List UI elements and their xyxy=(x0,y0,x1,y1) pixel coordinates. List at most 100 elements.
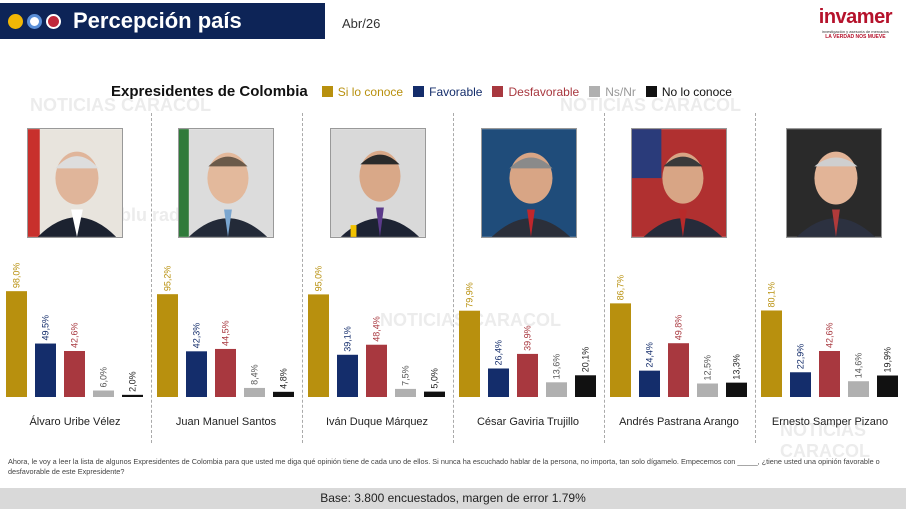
category-label: Ernesto Samper Pizano xyxy=(771,416,889,428)
data-label: 5,0% xyxy=(430,368,440,389)
bar-no-lo-conoce xyxy=(273,391,294,397)
legend-item: Si lo conoce xyxy=(321,84,404,99)
category-label: César Gaviria Trujillo xyxy=(476,416,580,428)
data-label: 80,1% xyxy=(767,282,777,308)
bar-favorable xyxy=(186,351,207,397)
legend-label: Desfavorable xyxy=(508,84,580,99)
bar-favorable xyxy=(639,370,660,397)
data-label: 39,9% xyxy=(523,325,533,351)
legend-swatch xyxy=(413,86,425,97)
report-date: Abr/26 xyxy=(342,16,381,31)
data-label: 98,0% xyxy=(12,263,22,289)
data-label: 8,4% xyxy=(250,364,260,385)
data-label: 44,5% xyxy=(221,320,231,346)
bar-favorable xyxy=(488,368,509,397)
bar-no-lo-conoce xyxy=(726,382,747,397)
data-label: 7,5% xyxy=(401,365,411,386)
bar-no-lo-conoce xyxy=(424,391,445,397)
data-label: 19,9% xyxy=(883,347,893,373)
legend-item: No lo conoce xyxy=(645,84,732,99)
logo-name: invamer xyxy=(818,6,893,28)
bar-desfavorable xyxy=(517,353,538,397)
data-label: 39,1% xyxy=(343,326,353,352)
data-label: 12,5% xyxy=(703,355,713,381)
bar-si-lo-conoce xyxy=(157,294,178,397)
logo-slogan: LA VERDAD NOS MUEVE xyxy=(825,34,886,40)
white-dot-icon xyxy=(27,13,42,29)
data-label: 86,7% xyxy=(616,275,626,301)
bar-no-lo-conoce xyxy=(575,375,596,397)
yellow-dot-icon xyxy=(8,13,23,29)
logo-tagline: investigación y asesoría de mercados xyxy=(821,29,889,34)
bar-ns-nr xyxy=(93,390,114,397)
data-label: 42,3% xyxy=(192,323,202,349)
column-divider xyxy=(453,113,454,443)
portrait-illustration xyxy=(28,129,122,237)
legend-item: Desfavorable xyxy=(492,85,579,99)
data-label: 49,5% xyxy=(41,315,51,341)
data-label: 22,9% xyxy=(796,344,806,370)
category-label: Juan Manuel Santos xyxy=(175,416,277,428)
bar-favorable xyxy=(790,372,811,397)
legend-label: Favorable xyxy=(429,84,483,99)
portrait-photo xyxy=(27,128,123,238)
legend-item: Ns/Nr xyxy=(589,85,636,99)
page-title: Percepción país xyxy=(73,8,242,33)
portrait-photo xyxy=(178,128,274,238)
footer-base-note: Base: 3.800 encuestados, margen de error… xyxy=(0,488,906,509)
column-divider xyxy=(604,113,605,443)
bar-desfavorable xyxy=(819,350,840,397)
column-divider xyxy=(755,113,756,443)
data-label: 20,1% xyxy=(581,347,591,373)
bar-si-lo-conoce xyxy=(459,310,480,397)
data-label: 24,4% xyxy=(645,342,655,368)
legend-item: Favorable xyxy=(413,85,482,99)
portrait-photo xyxy=(330,128,426,238)
legend-label: Ns/Nr xyxy=(605,84,636,99)
data-label: 13,6% xyxy=(552,354,562,380)
portrait-illustration xyxy=(179,129,273,237)
bar-ns-nr xyxy=(848,381,869,397)
portrait-photo xyxy=(786,128,882,238)
bar-ns-nr xyxy=(395,388,416,397)
data-label: 4,8% xyxy=(279,368,289,389)
data-label: 48,4% xyxy=(372,316,382,342)
legend-label: Si lo conoce xyxy=(337,84,404,99)
data-label: 42,6% xyxy=(70,322,80,348)
data-label: 79,9% xyxy=(465,282,475,308)
bar-desfavorable xyxy=(668,343,689,397)
invamer-logo: invamer investigación y asesoría de merc… xyxy=(818,6,893,40)
portrait-illustration xyxy=(787,129,881,237)
bar-si-lo-conoce xyxy=(308,294,329,397)
category-label: Álvaro Uribe Vélez xyxy=(29,416,121,428)
data-label: 42,6% xyxy=(825,322,835,348)
legend-swatch xyxy=(645,86,657,97)
chart-legend: Expresidentes de Colombia Si lo conoce F… xyxy=(111,83,742,100)
legend-label: No lo conoce xyxy=(661,84,732,99)
data-label: 6,0% xyxy=(99,367,109,388)
bar-ns-nr xyxy=(697,383,718,397)
data-label: 14,6% xyxy=(854,353,864,379)
data-label: 95,2% xyxy=(163,266,173,292)
data-label: 13,3% xyxy=(732,354,742,380)
data-label: 26,4% xyxy=(494,340,504,366)
bar-ns-nr xyxy=(244,387,265,397)
portrait-illustration xyxy=(482,129,576,237)
portrait-photo xyxy=(481,128,577,238)
legend-swatch xyxy=(492,86,504,97)
portrait-illustration xyxy=(331,129,425,237)
bar-ns-nr xyxy=(546,382,567,397)
bar-desfavorable xyxy=(366,344,387,397)
bar-si-lo-conoce xyxy=(761,310,782,397)
bar-desfavorable xyxy=(64,350,85,397)
watermark: NOTICIAS CARACOL xyxy=(380,310,561,330)
portrait-illustration xyxy=(632,129,726,237)
category-label: Iván Duque Márquez xyxy=(325,416,429,428)
red-dot-icon xyxy=(46,13,61,29)
survey-question: Ahora, le voy a leer la lista de algunos… xyxy=(8,457,880,476)
bar-favorable xyxy=(337,354,358,397)
bar-no-lo-conoce xyxy=(122,394,143,397)
header-bar: Percepción país xyxy=(0,3,325,39)
portrait-photo xyxy=(631,128,727,238)
column-divider xyxy=(302,113,303,443)
